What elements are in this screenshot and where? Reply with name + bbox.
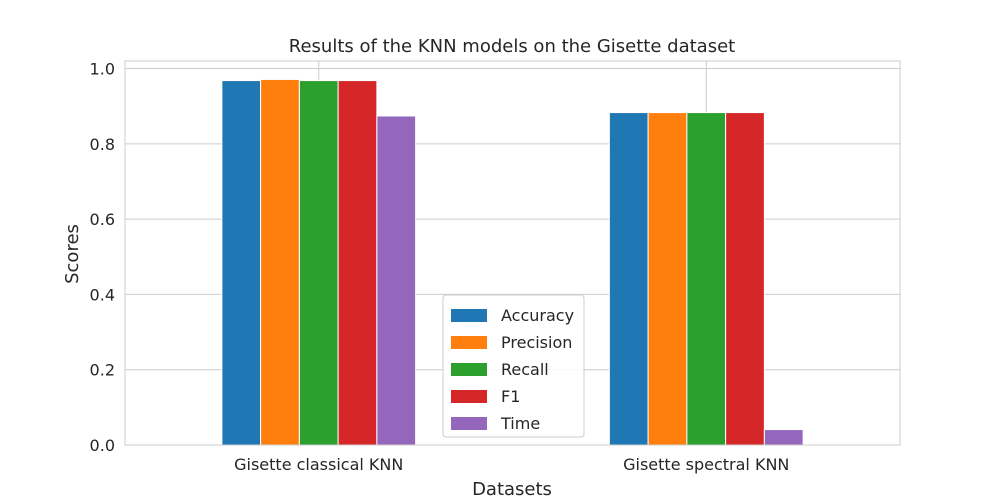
bar-recall-0 — [298, 80, 339, 446]
y-tick-label: 0.6 — [90, 210, 115, 229]
y-tick-label: 0.2 — [90, 361, 115, 380]
legend-swatch-precision — [451, 336, 487, 349]
y-tick-labels: 0.0 0.2 0.4 0.6 0.8 1.0 — [90, 60, 115, 455]
y-tick-label: 1.0 — [90, 60, 115, 79]
bars — [221, 78, 804, 446]
bar-accuracy-1 — [608, 112, 649, 446]
legend-swatch-recall — [451, 363, 487, 376]
x-tick-labels: Gisette classical KNN Gisette spectral KN… — [234, 455, 789, 474]
y-tick-label: 0.4 — [90, 285, 115, 304]
y-axis-label: Scores — [62, 224, 83, 284]
y-tick-label: 0.0 — [90, 436, 115, 455]
bar-f1-0 — [337, 80, 378, 446]
legend-label-accuracy: Accuracy — [501, 306, 574, 325]
x-tick-label: Gisette classical KNN — [234, 455, 403, 474]
legend: Accuracy Precision Recall F1 Time — [442, 294, 585, 438]
bar-f1-1 — [725, 112, 765, 446]
bar-precision-1 — [647, 112, 688, 446]
legend-label-time: Time — [500, 414, 540, 433]
legend-swatch-accuracy — [451, 309, 487, 322]
x-tick-label: Gisette spectral KNN — [623, 455, 789, 474]
legend-label-precision: Precision — [501, 333, 572, 352]
bar-recall-1 — [686, 112, 727, 446]
bar-time-0 — [376, 115, 417, 446]
legend-label-recall: Recall — [501, 360, 549, 379]
legend-label-f1: F1 — [501, 387, 520, 406]
legend-swatch-time — [451, 417, 487, 430]
bar-accuracy-0 — [221, 80, 262, 446]
legend-swatch-f1 — [451, 390, 487, 403]
x-axis-label: Datasets — [472, 479, 552, 500]
plot-frame — [124, 60, 901, 446]
y-tick-label: 0.8 — [90, 135, 115, 154]
bar-time-1 — [763, 429, 804, 446]
chart-title: Results of the KNN models on the Gisette… — [289, 36, 735, 57]
bar-precision-0 — [260, 78, 300, 446]
